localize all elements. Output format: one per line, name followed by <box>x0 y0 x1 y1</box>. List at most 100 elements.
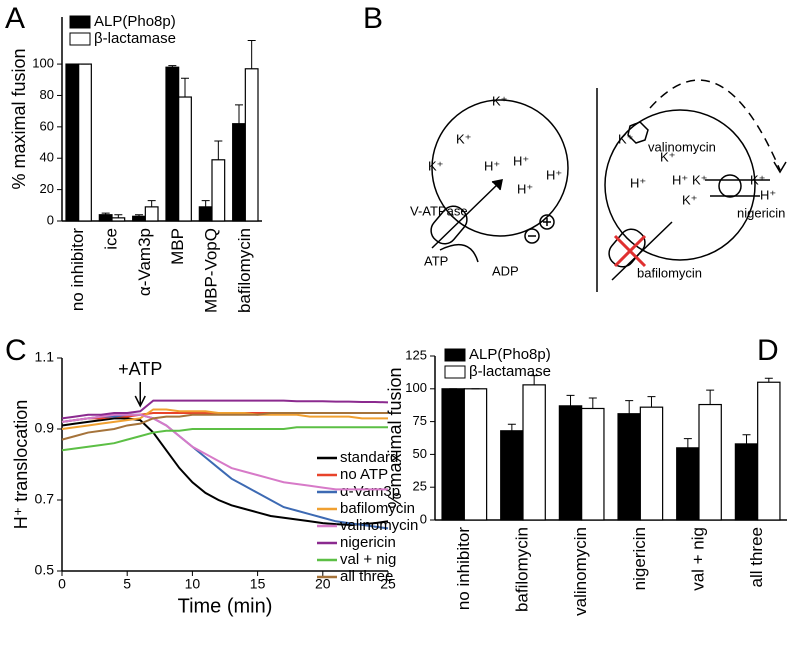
bar <box>144 206 159 222</box>
arrowhead <box>491 179 503 191</box>
error-bar <box>706 389 715 405</box>
legend-label: no ATP <box>340 466 388 483</box>
y-axis-label: % maximal fusion <box>9 48 29 189</box>
nigericin-ring <box>718 174 742 198</box>
bar <box>65 63 80 222</box>
error-bar <box>566 394 575 406</box>
bar <box>165 66 180 222</box>
bar <box>639 406 664 521</box>
x-tick-label: no inhibitor <box>454 527 473 611</box>
bar <box>500 430 524 521</box>
diagram-label: nigericin <box>737 205 785 220</box>
error-bar <box>764 377 773 383</box>
legend-label: standard <box>340 449 398 466</box>
diagram-label: K⁺ <box>692 172 708 187</box>
dashed-arrow <box>649 79 781 171</box>
arrow <box>431 181 501 249</box>
charge <box>539 214 555 230</box>
error-bar <box>201 200 210 207</box>
error-bar <box>101 212 110 215</box>
valinomycin-ring <box>627 121 649 144</box>
x-tick-label: 20 <box>315 576 331 592</box>
x-tick-label: bafilomycin <box>512 527 531 612</box>
error-bar <box>647 396 656 408</box>
x-tick-label: MBP-VopQ <box>201 228 220 313</box>
arrowhead <box>773 161 787 174</box>
diagram-labels: K⁺K⁺K⁺ H⁺ H⁺H⁺H⁺V-ATPaseATPADPK⁺valinomyci… <box>410 93 785 280</box>
x-tick-label: 25 <box>380 576 396 592</box>
legend-label: bafilomycin <box>340 500 415 517</box>
y-tick-label: 100 <box>32 56 54 71</box>
vesicle <box>604 109 756 261</box>
diagram-label: K⁺ <box>750 172 766 187</box>
legend-swatch <box>69 32 91 46</box>
y-tick-label: 25 <box>413 479 427 494</box>
x-tick-label: α-Vam3p <box>135 228 154 296</box>
line <box>61 408 388 430</box>
x-tick-label: all three <box>747 527 766 587</box>
y-axis-label: % maximal fusion <box>385 367 405 508</box>
y-tick-label: 75 <box>413 413 427 428</box>
x-tick-label: 0 <box>58 576 66 592</box>
bar <box>522 384 546 521</box>
bar <box>78 63 92 222</box>
y-tick-label: 0.7 <box>35 491 55 507</box>
line <box>61 413 388 491</box>
y-tick-label: 1.1 <box>35 349 55 365</box>
block-cross <box>613 234 647 268</box>
panel-label: C <box>5 334 27 367</box>
vesicle <box>431 99 569 237</box>
error-bar <box>683 438 692 448</box>
error-bar <box>742 434 751 444</box>
bar <box>232 123 246 222</box>
error-bar <box>135 214 143 217</box>
diagram-label: H⁺ <box>672 172 688 187</box>
diagram-label: K⁺ <box>492 93 508 108</box>
diagram-label: H⁺ <box>513 153 529 168</box>
bar <box>244 68 259 222</box>
v-atpase <box>430 205 468 245</box>
bar <box>558 405 583 521</box>
bar <box>676 447 700 521</box>
y-tick-label: 125 <box>405 347 427 362</box>
legend-swatch <box>69 15 91 29</box>
error-bar <box>507 423 516 431</box>
legend-label: all three <box>340 568 393 585</box>
diagram-label: K⁺ <box>456 131 472 146</box>
legend-label: nigericin <box>340 534 396 551</box>
error-bar <box>235 104 243 124</box>
diagram-label: ATP <box>424 253 448 268</box>
y-axis-label: H⁺ translocation <box>11 400 31 530</box>
legend-label: ALP(Pho8p) <box>94 13 176 30</box>
y-tick-label: 0 <box>47 212 54 227</box>
line <box>61 399 389 420</box>
bar <box>441 388 465 521</box>
arrow <box>611 221 673 281</box>
legend-swatch <box>444 365 466 379</box>
x-tick-label: no inhibitor <box>68 228 87 312</box>
bar <box>211 159 226 222</box>
bar <box>581 407 605 521</box>
line <box>61 426 388 452</box>
bar <box>757 381 781 521</box>
error-bar <box>168 65 177 68</box>
diagram-label: K⁺ <box>682 192 698 207</box>
legend-label: val + nig <box>340 551 396 568</box>
line <box>61 413 389 530</box>
diagram-label: ADP <box>492 263 519 278</box>
panel-label: D <box>757 334 779 367</box>
plus <box>543 218 551 226</box>
bar <box>734 443 759 521</box>
x-tick-label: bafilomycin <box>235 228 254 313</box>
bar <box>98 214 113 222</box>
legend-label: β-lactamase <box>469 363 551 380</box>
y-tick-label: 0.5 <box>35 562 55 578</box>
x-tick-label: val + nig <box>688 527 707 591</box>
diagram-label: bafilomycin <box>637 265 702 280</box>
legend-label: ALP(Pho8p) <box>469 346 551 363</box>
error-bar <box>247 40 256 69</box>
panel-label: B <box>363 2 383 35</box>
diagram-label: K⁺ <box>618 131 634 146</box>
legend-label: valinomycin <box>340 517 418 534</box>
